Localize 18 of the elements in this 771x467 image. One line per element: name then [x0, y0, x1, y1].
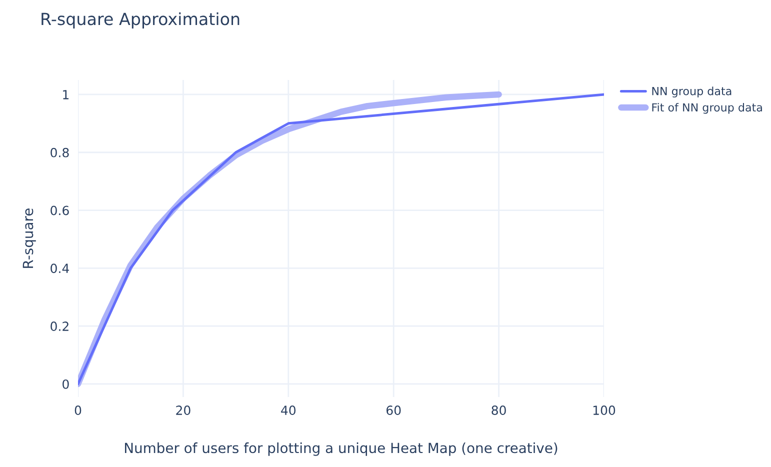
y-tick-label: 0.6: [50, 206, 69, 216]
chart-title: R-square Approximation: [42, 12, 240, 28]
x-tick-label: 0: [74, 406, 82, 416]
legend-label: Fit of NN group data: [652, 102, 762, 114]
x-tick-label: 40: [281, 406, 296, 416]
y-tick-label: 0: [62, 379, 69, 389]
x-tick-label: 100: [593, 406, 616, 416]
y-tick-label: 0.2: [50, 322, 68, 331]
line-series: [78, 93, 604, 386]
x-tick-label: 20: [176, 406, 190, 416]
y-tick-label: 0.8: [50, 148, 69, 158]
x-axis-title: Number of users for plotting a unique Heat Map (one creative): [124, 442, 558, 456]
y-tick-label: 0.4: [50, 264, 69, 274]
x-tick-label: 60: [386, 406, 401, 416]
y-axis-title: R-square: [22, 208, 36, 268]
y-tick-label: 1: [63, 90, 69, 100]
x-tick-label: 80: [492, 406, 506, 416]
legend-label: NN group data: [652, 86, 732, 98]
